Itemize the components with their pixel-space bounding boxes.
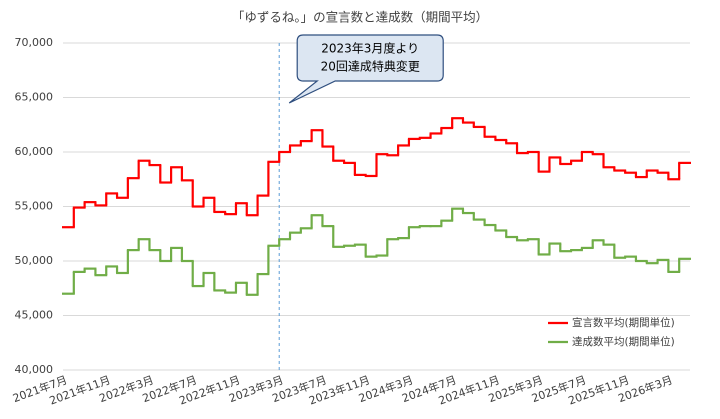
- chart-title: 「ゆずるね。」の宣言数と達成数（期間平均）: [232, 10, 488, 25]
- y-tick-label: 65,000: [15, 91, 54, 104]
- step-connector: [72, 208, 681, 295]
- callout-text: 2023年3月度より: [321, 41, 419, 56]
- y-tick-label: 40,000: [15, 363, 54, 376]
- y-tick-label: 60,000: [15, 145, 54, 158]
- callout: [288, 34, 444, 104]
- step-connector: [72, 118, 681, 228]
- y-tick-label: 50,000: [15, 254, 54, 267]
- legend-label: 達成数平均(期間単位): [572, 335, 675, 348]
- y-tick-label: 70,000: [15, 36, 54, 49]
- legend-label: 宣言数平均(期間単位): [572, 316, 675, 329]
- callout-text: 20回達成特典変更: [321, 59, 420, 74]
- y-tick-label: 55,000: [15, 200, 54, 213]
- y-tick-label: 45,000: [15, 309, 54, 322]
